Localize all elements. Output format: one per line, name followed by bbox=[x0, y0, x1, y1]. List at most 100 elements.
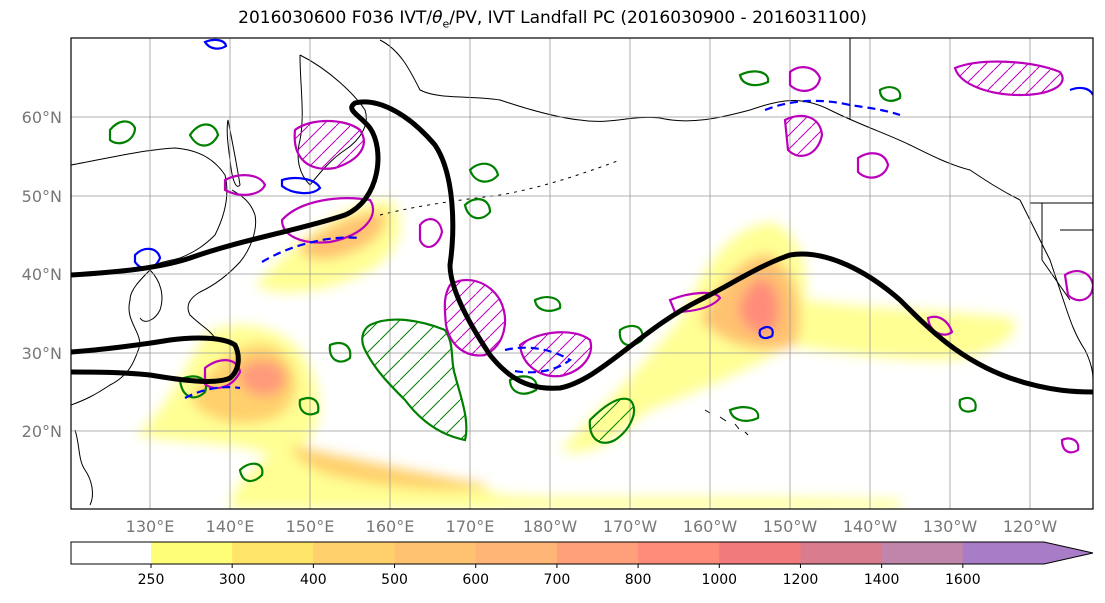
colorbar-tick-label-800: 800 bbox=[625, 572, 652, 588]
lon-label-120w: 120°W bbox=[1003, 517, 1058, 536]
green-contour-13 bbox=[728, 406, 760, 422]
green-contour-1 bbox=[108, 120, 137, 145]
green-contour-2 bbox=[188, 123, 220, 147]
colorbar-tick-label-300: 300 bbox=[219, 572, 246, 588]
korea-coastline bbox=[139, 269, 163, 322]
colorbar-segment-250 bbox=[151, 542, 233, 564]
blue-contour-3 bbox=[261, 236, 361, 263]
plot-frame bbox=[70, 37, 1094, 510]
magenta-hatched-area-east bbox=[518, 331, 593, 378]
magenta-contours bbox=[203, 60, 1093, 454]
colorbar-tick-label-1000: 1000 bbox=[701, 572, 737, 588]
philippines-coastline bbox=[74, 429, 93, 506]
lon-label-160w: 160°W bbox=[683, 517, 738, 536]
colorbar-tick-label-1400: 1400 bbox=[864, 572, 900, 588]
blue-contours bbox=[133, 38, 1093, 399]
pc-contour-main bbox=[71, 99, 1093, 395]
colorbar-segment-1000 bbox=[719, 542, 801, 564]
colorbar-segment-400 bbox=[313, 542, 396, 564]
aleutian-islands bbox=[379, 159, 621, 216]
green-contour-14 bbox=[508, 375, 538, 395]
pc-contours bbox=[71, 99, 1093, 395]
lat-label-50n: 50°N bbox=[22, 187, 62, 206]
green-contour-4 bbox=[463, 198, 492, 220]
colorbar-segment-700 bbox=[556, 542, 639, 564]
lat-label-20n: 20°N bbox=[22, 422, 62, 441]
colorbar-segment-800 bbox=[638, 542, 720, 564]
magenta-contour-1 bbox=[223, 174, 267, 196]
colorbar-segment-600 bbox=[475, 542, 558, 564]
green-contour-11 bbox=[328, 342, 352, 363]
green-hatched-area-east bbox=[588, 397, 636, 444]
pc-contour-south bbox=[71, 335, 241, 384]
graticule bbox=[71, 38, 1093, 509]
colorbar-tick-label-400: 400 bbox=[300, 572, 327, 588]
title-suffix: /PV, IVT Landfall PC (2016030900 - 20160… bbox=[449, 8, 867, 28]
lon-label-170w: 170°W bbox=[603, 517, 658, 536]
green-contour-8 bbox=[958, 396, 977, 413]
colorbar-segments bbox=[151, 542, 1045, 564]
green-contour-9 bbox=[178, 375, 208, 399]
lon-label-140w: 140°W bbox=[843, 517, 898, 536]
colorbar-segment-500 bbox=[394, 542, 477, 564]
green-contours bbox=[108, 70, 977, 483]
colorbar-tick-label-600: 600 bbox=[462, 572, 489, 588]
magenta-contour-5 bbox=[203, 359, 242, 390]
colorbar-segment-300 bbox=[232, 542, 314, 564]
colorbar-tick-label-700: 700 bbox=[544, 572, 571, 588]
ivt-core-central-max bbox=[739, 279, 779, 334]
lon-label-150w: 150°W bbox=[763, 517, 818, 536]
colorbar-segment-1400 bbox=[881, 542, 964, 564]
magenta-contour-7 bbox=[856, 152, 890, 179]
alaska-coastline bbox=[379, 39, 1021, 201]
blue-contour-5 bbox=[203, 38, 228, 50]
lon-label-130e: 130°E bbox=[126, 517, 175, 536]
magenta-contour-6 bbox=[788, 66, 822, 92]
magenta-contour-3 bbox=[418, 218, 444, 249]
japan-coastline bbox=[187, 189, 257, 339]
green-contour-10 bbox=[238, 462, 264, 483]
colorbar-segment-1600 bbox=[962, 542, 1045, 564]
lat-label-40n: 40°N bbox=[22, 265, 62, 284]
magenta-hatched-area-alaska bbox=[783, 114, 824, 157]
blue-contour-2 bbox=[280, 177, 322, 195]
north-america-coastline bbox=[1019, 199, 1093, 381]
colorbar: 250 300 400 500 600 700 800 1000 1200 1400 1600 bbox=[70, 541, 1094, 588]
magenta-contour-4 bbox=[668, 291, 722, 314]
longitude-labels: 130°E 140°E 150°E 160°E 170°E 180°W 170°… bbox=[126, 517, 1058, 536]
blue-contour-8 bbox=[184, 386, 241, 399]
asia-coastline bbox=[71, 147, 228, 406]
title-theta-subscript: e bbox=[442, 17, 450, 31]
map-title: 2016030600 F036 IVT/θe/PV, IVT Landfall … bbox=[0, 8, 1105, 30]
title-prefix: 2016030600 F036 IVT/ bbox=[238, 8, 433, 28]
magenta-hatched-area-kamchatka bbox=[293, 120, 365, 170]
colorbar-segment-1200 bbox=[800, 542, 883, 564]
hawaii-islands bbox=[704, 409, 749, 436]
green-hatched-area-central bbox=[361, 318, 468, 442]
lon-label-170e: 170°E bbox=[446, 517, 495, 536]
colorbar-ticks: 250 300 400 500 600 700 800 1000 1200 1400 1600 bbox=[138, 564, 981, 588]
green-contour-5 bbox=[738, 70, 770, 87]
blue-contour-7 bbox=[758, 326, 774, 340]
green-contour-12 bbox=[298, 396, 320, 416]
blue-contour-4 bbox=[504, 346, 572, 374]
magenta-contour-2 bbox=[280, 197, 375, 244]
colorbar-tick-label-1600: 1600 bbox=[945, 572, 981, 588]
colorbar-tick-label-250: 250 bbox=[138, 572, 165, 588]
blue-contour-1 bbox=[133, 247, 162, 270]
colorbar-segment-below bbox=[71, 542, 151, 564]
colorbar-tick-label-500: 500 bbox=[381, 572, 408, 588]
lon-label-130w: 130°W bbox=[923, 517, 978, 536]
title-theta-symbol: θ bbox=[432, 8, 443, 28]
lat-label-60n: 60°N bbox=[22, 108, 62, 127]
blue-contour-9 bbox=[1069, 86, 1093, 96]
green-contour-3 bbox=[468, 162, 500, 183]
sakhalin-coastline bbox=[226, 119, 241, 187]
magenta-hatched-area-canada bbox=[953, 60, 1064, 97]
green-contour-6 bbox=[533, 296, 562, 312]
lon-label-140e: 140°E bbox=[206, 517, 255, 536]
lon-label-160e: 160°E bbox=[366, 517, 415, 536]
lon-label-180w: 180°W bbox=[523, 517, 578, 536]
ivt-core-west-max bbox=[239, 360, 286, 397]
